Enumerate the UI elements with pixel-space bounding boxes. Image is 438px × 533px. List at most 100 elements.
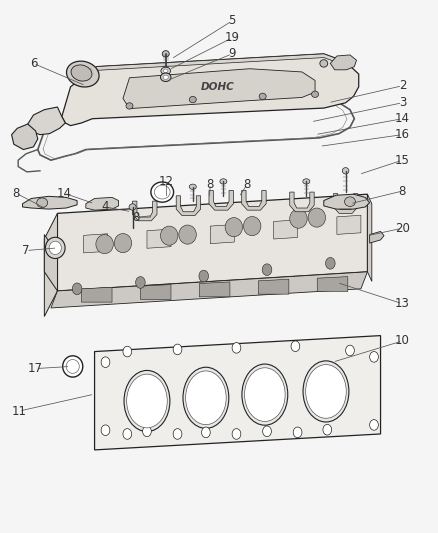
- Ellipse shape: [96, 235, 113, 254]
- Ellipse shape: [173, 344, 182, 355]
- Polygon shape: [84, 234, 108, 253]
- Ellipse shape: [244, 216, 261, 236]
- Ellipse shape: [232, 429, 241, 439]
- Ellipse shape: [127, 374, 167, 428]
- Ellipse shape: [161, 67, 170, 75]
- Polygon shape: [12, 124, 38, 150]
- Ellipse shape: [179, 225, 196, 244]
- Text: 8: 8: [244, 177, 251, 191]
- Text: 5: 5: [228, 14, 236, 27]
- Ellipse shape: [199, 270, 208, 282]
- Ellipse shape: [163, 75, 168, 79]
- Ellipse shape: [72, 283, 82, 295]
- Ellipse shape: [189, 184, 196, 189]
- Ellipse shape: [370, 352, 378, 362]
- Polygon shape: [95, 336, 381, 450]
- Ellipse shape: [263, 426, 272, 437]
- Polygon shape: [22, 196, 77, 209]
- Ellipse shape: [343, 167, 349, 174]
- Polygon shape: [317, 277, 348, 292]
- Polygon shape: [44, 235, 57, 291]
- Text: 11: 11: [11, 405, 27, 417]
- Text: 13: 13: [395, 297, 410, 310]
- Text: 10: 10: [395, 334, 410, 348]
- Polygon shape: [337, 215, 361, 235]
- Text: 8: 8: [12, 187, 20, 200]
- Polygon shape: [86, 54, 346, 78]
- Ellipse shape: [323, 424, 332, 435]
- Ellipse shape: [311, 91, 318, 98]
- Ellipse shape: [232, 343, 241, 353]
- Ellipse shape: [160, 226, 178, 245]
- Polygon shape: [242, 190, 266, 210]
- Ellipse shape: [320, 60, 328, 67]
- Ellipse shape: [37, 198, 48, 207]
- Text: 15: 15: [395, 154, 410, 167]
- Ellipse shape: [151, 182, 173, 202]
- Ellipse shape: [173, 429, 182, 439]
- Text: 20: 20: [395, 222, 410, 235]
- Text: 12: 12: [159, 175, 174, 188]
- Ellipse shape: [290, 209, 307, 228]
- Ellipse shape: [123, 346, 132, 357]
- Polygon shape: [62, 54, 359, 126]
- Ellipse shape: [346, 345, 354, 356]
- Ellipse shape: [370, 419, 378, 430]
- Text: 14: 14: [57, 187, 71, 200]
- Ellipse shape: [163, 69, 168, 72]
- Ellipse shape: [259, 93, 266, 100]
- Ellipse shape: [186, 371, 226, 425]
- Ellipse shape: [308, 208, 325, 227]
- Ellipse shape: [220, 179, 227, 184]
- Ellipse shape: [225, 217, 243, 237]
- Ellipse shape: [303, 179, 310, 184]
- Ellipse shape: [136, 277, 145, 288]
- Ellipse shape: [306, 365, 346, 418]
- Text: 7: 7: [22, 244, 30, 257]
- Ellipse shape: [303, 361, 349, 422]
- Ellipse shape: [114, 233, 132, 253]
- Ellipse shape: [101, 425, 110, 435]
- Ellipse shape: [189, 96, 196, 103]
- Polygon shape: [258, 279, 289, 294]
- Ellipse shape: [183, 367, 229, 429]
- Ellipse shape: [345, 197, 356, 206]
- Polygon shape: [210, 224, 234, 244]
- Polygon shape: [367, 194, 372, 281]
- Ellipse shape: [123, 429, 132, 439]
- Ellipse shape: [101, 357, 110, 368]
- Polygon shape: [176, 196, 201, 215]
- Ellipse shape: [201, 427, 210, 438]
- Text: 17: 17: [28, 362, 43, 375]
- Ellipse shape: [126, 103, 133, 109]
- Polygon shape: [123, 69, 315, 109]
- Ellipse shape: [46, 237, 65, 259]
- Text: 4: 4: [102, 200, 109, 213]
- Text: 6: 6: [30, 57, 37, 70]
- Ellipse shape: [242, 364, 288, 425]
- Polygon shape: [199, 282, 230, 297]
- Ellipse shape: [67, 61, 99, 87]
- Ellipse shape: [71, 65, 92, 81]
- Ellipse shape: [66, 360, 79, 373]
- Ellipse shape: [325, 257, 335, 269]
- Text: 8: 8: [207, 177, 214, 191]
- Text: DOHC: DOHC: [201, 82, 235, 92]
- Polygon shape: [370, 231, 384, 243]
- Polygon shape: [274, 220, 297, 239]
- Ellipse shape: [154, 185, 170, 199]
- Polygon shape: [28, 107, 65, 135]
- Ellipse shape: [262, 264, 272, 276]
- Text: 19: 19: [225, 31, 240, 44]
- Polygon shape: [51, 272, 367, 308]
- Ellipse shape: [162, 51, 169, 57]
- Polygon shape: [147, 229, 171, 248]
- Ellipse shape: [160, 73, 171, 82]
- Polygon shape: [209, 190, 233, 210]
- Ellipse shape: [291, 341, 300, 352]
- Text: 9: 9: [228, 47, 236, 60]
- Ellipse shape: [244, 368, 285, 422]
- Ellipse shape: [143, 426, 151, 437]
- Polygon shape: [141, 285, 171, 300]
- Polygon shape: [81, 287, 112, 302]
